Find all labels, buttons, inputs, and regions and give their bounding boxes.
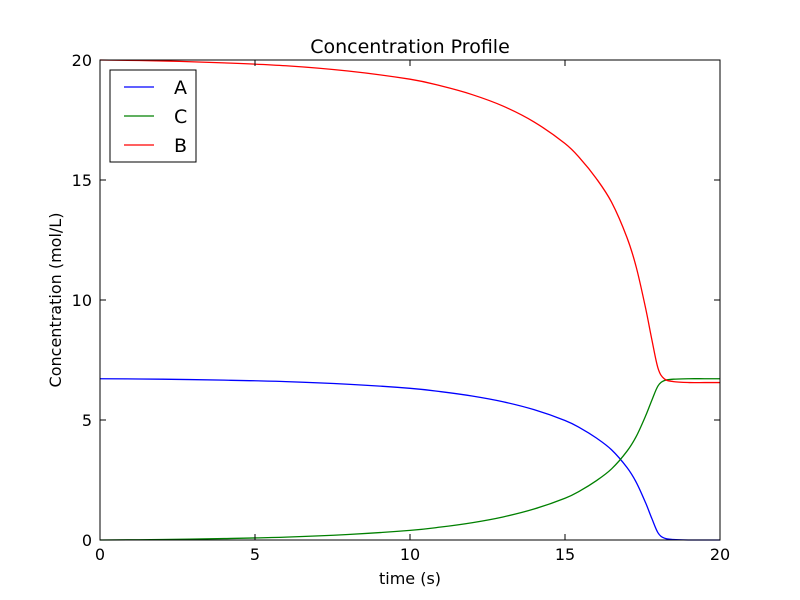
series-layer <box>99 59 720 541</box>
series-line-c <box>99 378 720 541</box>
x-axis-title: time (s) <box>379 569 441 588</box>
x-tick-label: 15 <box>555 545 575 564</box>
ticks-layer: 0 5 10 15 20 0 5 10 15 20 <box>72 51 731 564</box>
series-line-b <box>99 59 720 384</box>
chart-title: Concentration Profile <box>310 36 510 58</box>
legend-entries: ACB <box>124 77 187 157</box>
legend-label-c: C <box>174 106 187 128</box>
x-tick-label: 0 <box>95 545 105 564</box>
y-tick-label: 15 <box>72 171 92 190</box>
y-tick-label: 20 <box>72 51 92 70</box>
x-tick-label: 20 <box>710 545 730 564</box>
x-tick-label: 5 <box>250 545 260 564</box>
y-tick-label: 10 <box>72 291 92 310</box>
legend-label-b: B <box>174 135 187 157</box>
y-axis-title: Concentration (mol/L) <box>46 213 65 388</box>
legend: ACB <box>109 69 197 163</box>
y-tick-label: 0 <box>82 531 92 550</box>
series-line-a <box>99 378 720 541</box>
y-tick-label: 5 <box>82 411 92 430</box>
legend-label-a: A <box>174 77 187 99</box>
x-tick-label: 10 <box>400 545 420 564</box>
